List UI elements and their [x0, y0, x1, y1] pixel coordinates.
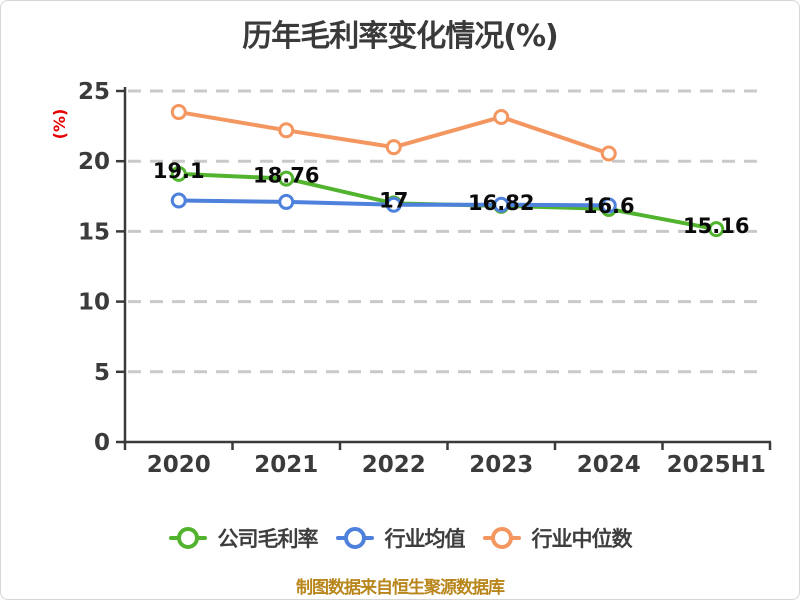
data-label: 15.16 — [683, 214, 749, 238]
series-point — [278, 122, 295, 139]
x-tick-label: 2022 — [362, 452, 426, 478]
y-tick-label: 10 — [78, 290, 110, 316]
series-point — [385, 139, 402, 156]
legend-label-industry-average: 行业均值 — [384, 527, 466, 551]
legend-item-industry-average: 行业均值 — [335, 523, 466, 553]
chart-legend: 公司毛利率 行业均值 行业中位数 — [1, 523, 799, 553]
legend-marker-green-icon — [168, 525, 207, 551]
series-point — [493, 108, 510, 125]
x-tick-label: 2024 — [577, 452, 641, 478]
legend-marker-orange-icon — [482, 525, 521, 551]
data-label: 19.1 — [153, 159, 205, 183]
series-point — [170, 104, 187, 121]
series-point — [708, 221, 725, 238]
x-tick-label: 2025H1 — [667, 452, 766, 478]
data-source-caption: 制图数据来自恒生聚源数据库 — [296, 578, 505, 598]
series-point — [170, 165, 187, 182]
y-axis-unit-label: (%) — [50, 109, 69, 140]
legend-label-company-margin: 公司毛利率 — [217, 527, 319, 551]
x-tick-label: 2021 — [254, 452, 318, 478]
legend-item-company-margin: 公司毛利率 — [168, 523, 319, 553]
data-label: 16.6 — [583, 194, 635, 218]
y-tick-label: 25 — [78, 79, 110, 105]
series-point — [278, 170, 295, 187]
line-chart-canvas: 0 5 10 15 20 25 2020 2021 2022 2023 2024 2025H1 (%) 1… — [50, 79, 772, 478]
series-point — [600, 145, 617, 162]
series-point — [385, 196, 402, 213]
legend-label-industry-median: 行业中位数 — [531, 527, 633, 551]
y-tick-label: 5 — [94, 360, 110, 386]
chart-title: 历年毛利率变化情况(%) — [242, 19, 558, 54]
data-label: 17 — [379, 188, 408, 212]
y-tick-label: 15 — [78, 219, 110, 245]
series-point — [600, 197, 617, 214]
series-point — [493, 196, 510, 213]
legend-item-industry-median: 行业中位数 — [482, 523, 633, 553]
data-label: 16.82 — [468, 191, 534, 215]
y-tick-label: 20 — [78, 149, 110, 175]
data-label: 18.76 — [253, 164, 319, 188]
x-tick-label: 2020 — [147, 452, 211, 478]
series-point — [170, 192, 187, 209]
series-point — [278, 193, 295, 210]
legend-marker-blue-icon — [335, 525, 374, 551]
x-tick-label: 2023 — [469, 452, 533, 478]
y-tick-label: 0 — [94, 430, 110, 456]
